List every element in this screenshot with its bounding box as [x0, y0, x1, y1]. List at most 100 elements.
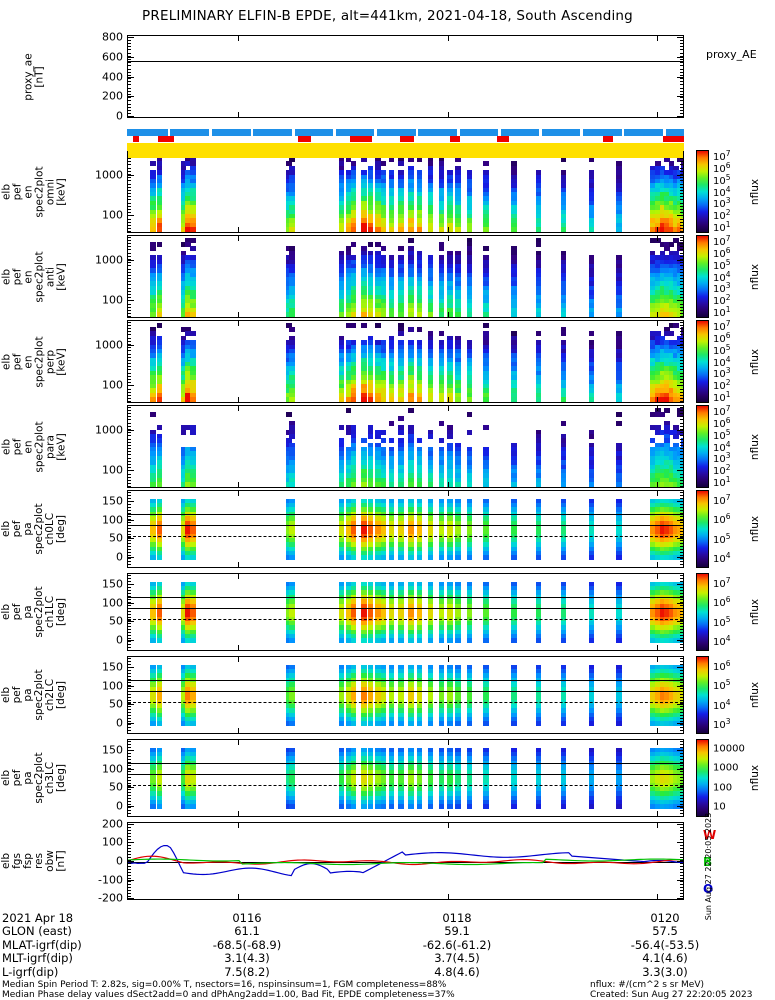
- spectrogram-cell: [416, 392, 423, 398]
- ytick-minor: [127, 87, 131, 89]
- spectrogram-cell: [659, 285, 666, 291]
- spectrogram-cell: [664, 507, 670, 513]
- spectrogram-cell: [535, 392, 542, 398]
- spectrogram-cell: [438, 756, 445, 762]
- spectrogram-cell: [668, 447, 675, 453]
- colorbar-pa-ch2lc: [696, 656, 709, 734]
- spectrogram-cell: [681, 255, 683, 261]
- spectrogram-cell: [466, 340, 473, 346]
- spectrogram-cell: [616, 594, 622, 600]
- spectrogram-cell: [156, 625, 163, 631]
- spectrogram-cell: [427, 375, 434, 381]
- spectrogram-cell: [190, 594, 196, 600]
- spectrogram-cell: [150, 537, 156, 543]
- spectrogram-cell: [483, 799, 489, 805]
- ytick-minor: [127, 595, 131, 597]
- spectrogram-cell: [380, 594, 387, 600]
- spectrogram-cell: [588, 721, 595, 727]
- spectrogram-cell: [655, 677, 661, 683]
- spectrogram-cell: [156, 760, 163, 766]
- spectrogram-cell: [588, 520, 595, 526]
- spectrogram-cell: [350, 477, 357, 483]
- spectrogram-cell: [380, 383, 387, 389]
- spectrogram-cell: [156, 340, 163, 346]
- spectrogram-cell: [361, 277, 367, 283]
- spectrogram-cell: [416, 460, 423, 466]
- spectrogram-cell: [588, 268, 595, 274]
- spectrogram-cell: [380, 765, 387, 771]
- ytick-minor: [680, 542, 684, 544]
- ytick-minor: [127, 782, 131, 784]
- spectrogram-cell: [156, 165, 163, 171]
- ytick-minor: [127, 542, 131, 544]
- colorbar-tick-pa-ch1lc-0: 107: [713, 575, 731, 590]
- ytick-pa-ch2lc-0: 150: [102, 660, 123, 674]
- spectrogram-cell: [535, 586, 542, 592]
- spectrogram-cell: [673, 511, 679, 517]
- spectrogram-cell: [483, 756, 489, 762]
- spectrogram-cell: [510, 516, 517, 522]
- spectrogram-cell: [616, 516, 622, 522]
- spectrogram-cell: [455, 795, 461, 801]
- spectrogram-cell: [388, 335, 395, 341]
- spectrogram-cell: [380, 703, 387, 709]
- spectrogram-cell: [616, 218, 622, 224]
- spectrogram-cell: [447, 603, 453, 609]
- spectrogram-cell: [185, 599, 191, 605]
- ytick-minor: [680, 258, 684, 260]
- ytick-minor: [127, 880, 131, 882]
- spectrogram-cell: [535, 196, 542, 202]
- spectrogram-cell: [345, 322, 352, 328]
- spectrogram-cell: [427, 222, 434, 228]
- spectrogram-cell: [367, 290, 374, 296]
- spectrogram-cell: [374, 218, 381, 224]
- spectrogram-cell: [156, 281, 163, 287]
- spectrogram-cell: [659, 353, 666, 359]
- spectrogram-cell: [408, 482, 414, 487]
- spectrogram-cell: [673, 607, 679, 613]
- spectrogram-cell: [438, 669, 445, 675]
- spectrogram-cell: [668, 516, 675, 522]
- spectrogram-cell: [150, 303, 156, 309]
- spectrogram-cell: [190, 799, 196, 805]
- spectrogram-cell: [483, 178, 489, 184]
- spectrogram-cell: [367, 581, 374, 587]
- spectrogram-cell: [156, 786, 163, 792]
- spectrogram-cell: [649, 268, 656, 274]
- spectrogram-cell: [681, 716, 683, 722]
- spectrogram-cell: [350, 187, 357, 193]
- spectrogram-cell: [681, 468, 683, 474]
- spectrogram-cell: [374, 312, 381, 317]
- spectrogram-cell: [156, 542, 163, 548]
- spectrogram-cell: [185, 625, 191, 631]
- spectrogram-cell: [447, 682, 453, 688]
- spectrogram-cell: [664, 712, 670, 718]
- spectrogram-cell: [350, 192, 357, 198]
- spectrogram-cell: [408, 498, 414, 504]
- spectrogram-cell: [438, 340, 445, 346]
- spectrogram-cell: [288, 285, 295, 291]
- spectrogram-cell: [535, 242, 542, 247]
- spectrogram-cell: [150, 546, 156, 552]
- spectrogram-cell: [483, 542, 489, 548]
- colorbar-tick-en-anti-3: 104: [713, 269, 731, 284]
- ytick-minor: [680, 649, 684, 651]
- spectrogram-cell: [510, 537, 517, 543]
- spectrogram-cell: [510, 555, 517, 561]
- ytick-pa-ch2lc-2: 50: [109, 697, 123, 711]
- spectrogram-cell: [338, 312, 345, 317]
- spectrogram-cell: [655, 542, 661, 548]
- spectrogram-cell: [345, 281, 352, 287]
- spectrogram-cell: [150, 703, 156, 709]
- ytick-minor: [680, 212, 684, 214]
- spectrogram-cell: [416, 555, 423, 561]
- spectrogram-cell: [655, 464, 661, 470]
- spectrogram-cell: [664, 379, 670, 385]
- spectrogram-cell: [150, 620, 156, 626]
- spectrogram-cell: [673, 690, 679, 696]
- spectrogram-cell: [361, 677, 367, 683]
- spectrogram-cell: [510, 503, 517, 509]
- spectrogram-cell: [185, 425, 191, 431]
- spectrogram-cell: [150, 708, 156, 714]
- spectrogram-cell: [664, 196, 670, 202]
